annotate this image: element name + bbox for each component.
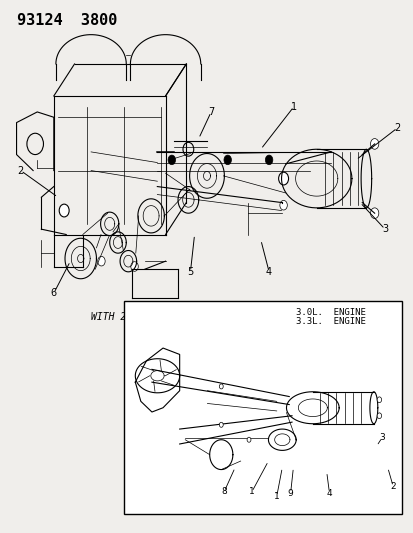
Circle shape: [370, 139, 378, 149]
Text: 2: 2: [17, 166, 24, 175]
Circle shape: [168, 155, 175, 165]
Text: 6: 6: [51, 288, 57, 298]
Circle shape: [278, 172, 288, 185]
Circle shape: [376, 413, 381, 418]
Circle shape: [219, 422, 223, 427]
Circle shape: [370, 208, 378, 219]
Text: 3: 3: [381, 224, 387, 234]
Circle shape: [97, 256, 105, 266]
Circle shape: [376, 397, 381, 402]
Circle shape: [279, 200, 287, 210]
Text: 8: 8: [221, 488, 226, 496]
Text: 9: 9: [287, 489, 293, 497]
Circle shape: [223, 155, 231, 165]
Text: 3.0L.  ENGINE: 3.0L. ENGINE: [295, 308, 365, 317]
Circle shape: [131, 262, 138, 271]
Text: 1: 1: [273, 492, 279, 500]
Text: 4: 4: [266, 267, 271, 277]
Text: 3.3L.  ENGINE: 3.3L. ENGINE: [295, 317, 365, 326]
Text: 2: 2: [393, 123, 400, 133]
Text: 2: 2: [389, 482, 395, 491]
Text: 1: 1: [290, 102, 296, 111]
Text: 4: 4: [326, 489, 332, 497]
Text: 7: 7: [207, 107, 214, 117]
Circle shape: [247, 437, 250, 442]
Text: 3: 3: [378, 433, 384, 442]
Circle shape: [219, 384, 223, 389]
Text: 1: 1: [248, 488, 254, 496]
Circle shape: [265, 155, 272, 165]
Circle shape: [59, 204, 69, 217]
Text: 5: 5: [187, 267, 193, 277]
Text: WITH 2.2,  2.5L.  ENGINE: WITH 2.2, 2.5L. ENGINE: [91, 312, 232, 322]
FancyBboxPatch shape: [124, 301, 401, 514]
Text: 93124  3800: 93124 3800: [17, 13, 116, 28]
